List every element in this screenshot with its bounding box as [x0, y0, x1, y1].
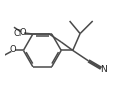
- Text: O: O: [19, 28, 25, 37]
- Text: N: N: [99, 65, 106, 74]
- Text: O: O: [9, 45, 16, 54]
- Text: Cl: Cl: [13, 29, 22, 38]
